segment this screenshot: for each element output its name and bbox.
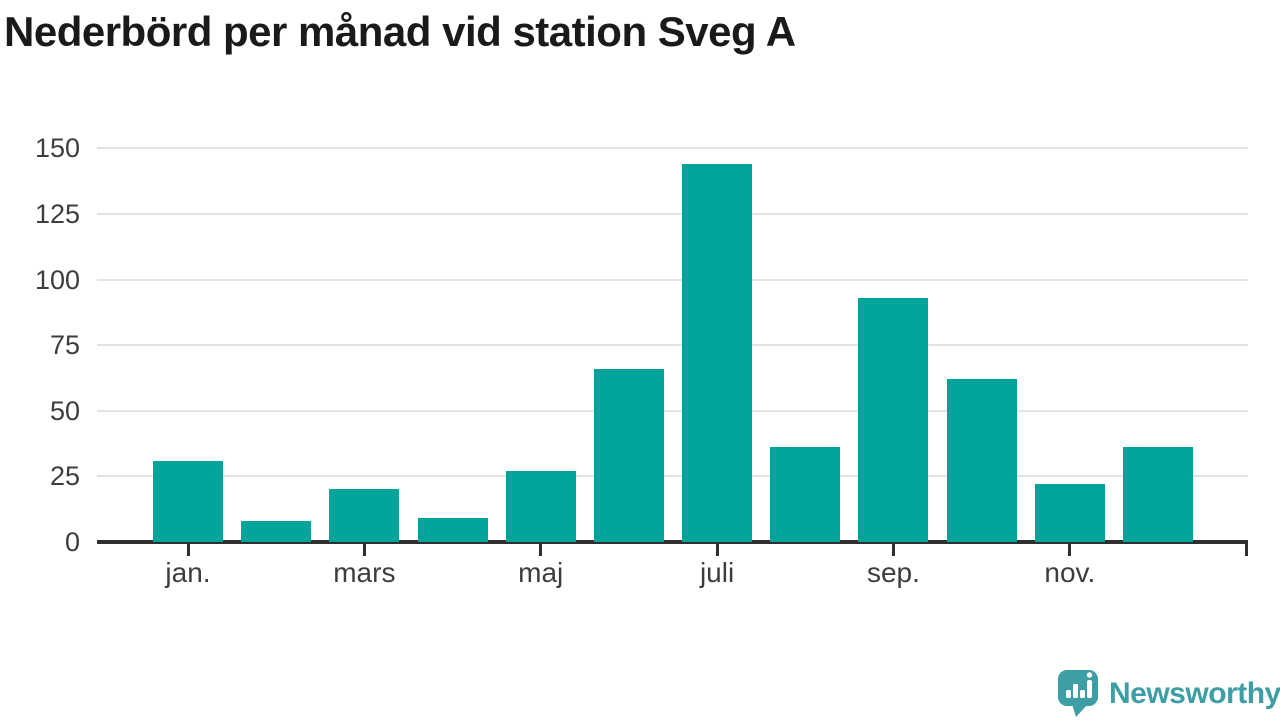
bar-month-5 (505, 471, 576, 542)
gridline-50 (97, 409, 1248, 412)
x-axis-tick-label: nov. (1044, 557, 1096, 588)
bar-month-8 (770, 447, 841, 542)
gridline-125 (97, 212, 1248, 215)
x-axis-tick-label: juli (699, 557, 735, 588)
x-axis-tick (1068, 544, 1072, 556)
y-axis-tick-label: 0 (64, 527, 80, 557)
x-axis-tick-label: mars (333, 557, 396, 588)
bar-month-2 (241, 521, 312, 542)
bar-month-6 (593, 369, 664, 542)
x-axis-end-tick (1245, 540, 1248, 556)
y-axis-labels: 0 25 50 75 100 125 150 (0, 122, 80, 557)
y-axis-tick-label: 50 (49, 395, 80, 426)
gridline-25 (97, 475, 1248, 478)
newsworthy-wordmark: Newsworthy (1109, 677, 1280, 710)
x-axis-tick (362, 544, 366, 556)
x-axis-tick (891, 544, 895, 556)
y-axis-tick-label: 150 (34, 133, 80, 164)
newsworthy-logo[interactable]: Newsworthy (1056, 670, 1280, 718)
x-axis-line (97, 540, 1248, 544)
x-axis-tick-label: maj (518, 557, 564, 588)
y-axis-tick-label: 25 (49, 461, 80, 492)
bar-month-9 (858, 298, 929, 542)
gridline-150 (97, 147, 1248, 150)
newsworthy-logo-icon (1058, 670, 1098, 717)
gridline-100 (97, 278, 1248, 281)
y-axis-tick-label: 100 (34, 264, 80, 295)
bar-month-10 (946, 379, 1017, 542)
y-axis-tick-label: 75 (49, 330, 80, 361)
bar-month-1 (153, 461, 223, 542)
bar-month-11 (1034, 484, 1105, 542)
chart-title: Nederbörd per månad vid station Sveg A (4, 8, 796, 55)
x-axis-tick-label: jan. (165, 557, 211, 588)
x-axis-tick (186, 544, 190, 556)
x-axis-tick-label: sep. (866, 557, 920, 588)
x-axis-tick (539, 544, 543, 556)
bar-month-7 (682, 164, 753, 542)
bar-month-12 (1123, 447, 1193, 542)
bar-month-4 (417, 518, 488, 542)
plot-area: jan. mars maj juli sep. nov. (97, 122, 1248, 588)
gridline-75 (97, 344, 1248, 347)
x-axis-tick (715, 544, 719, 556)
bar-month-3 (329, 489, 400, 542)
y-axis-tick-label: 125 (34, 198, 80, 229)
